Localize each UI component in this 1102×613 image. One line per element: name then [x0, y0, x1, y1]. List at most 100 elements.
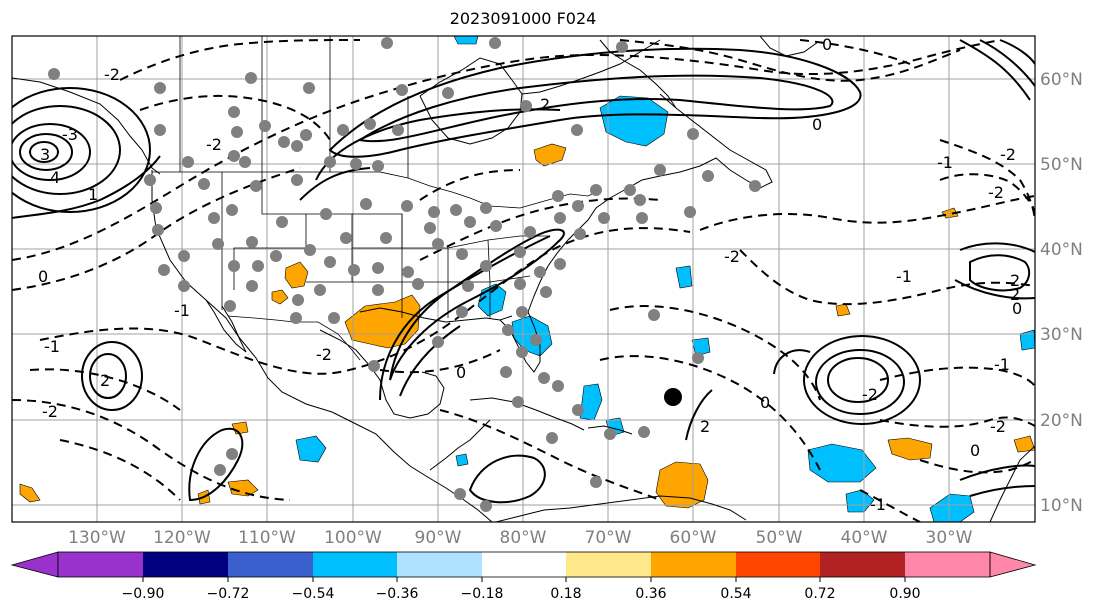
map-frame [11, 35, 1036, 523]
colorbar-tick-label: −0.54 [292, 586, 335, 602]
contour-label: 0 [456, 363, 466, 382]
shade-mexcoast [227, 479, 259, 497]
colorbar-bin [313, 552, 397, 577]
colorbar-tick-label: 0.54 [720, 586, 751, 602]
border-canada-prov [179, 36, 409, 178]
contour-labels: 0 -1 -2 -3 3 4 1 2 -1 -2 0 2 -2 0 -1 -2 … [38, 35, 1022, 514]
contour-label: 1 [88, 185, 98, 204]
contour-label: -2 [990, 417, 1006, 436]
lon-label: 100°W [324, 528, 382, 548]
coast-east [527, 187, 629, 313]
shade-atl4 [835, 303, 851, 317]
shade-azores [1019, 329, 1035, 351]
lat-label: 30°N [1040, 325, 1083, 345]
lon-label: 80°W [500, 528, 547, 548]
lon-label: 130°W [68, 528, 126, 548]
border-states-f [402, 247, 449, 283]
lat-label: 40°N [1040, 240, 1083, 260]
colorbar-bin [58, 552, 143, 577]
colorbar-ticks [142, 577, 906, 582]
coast-hudson [419, 39, 661, 97]
colorbar-tick-label: 0.18 [550, 586, 581, 602]
colorbar-bin [651, 552, 736, 577]
colorbar-bin [143, 552, 228, 577]
coast-gulf-mexico [319, 329, 445, 419]
lon-label: 110°W [238, 528, 296, 548]
storm-center-marker [664, 388, 682, 406]
contour-label: -2 [1000, 145, 1016, 164]
shade-quebec [599, 95, 669, 147]
lon-label: 40°W [841, 528, 888, 548]
colorbar-bin [736, 552, 820, 577]
contour-label: -2 [206, 135, 222, 154]
contour-label: -1 [870, 495, 886, 514]
shade-pacific [19, 483, 41, 503]
shade-eatl [929, 493, 975, 522]
lat-label: 10°N [1040, 496, 1083, 516]
colorbar-bin [905, 552, 990, 577]
lon-label: 50°W [756, 528, 803, 548]
contour-label: 0 [812, 115, 822, 134]
contour-label: 2 [100, 371, 110, 390]
coast-central [429, 419, 491, 471]
colorbar-tick-label: −0.18 [461, 586, 504, 602]
positive-contours [12, 39, 1035, 504]
contour-label: -3 [62, 125, 78, 144]
lon-label: 120°W [153, 528, 211, 548]
contour-label: 2 [1010, 285, 1020, 304]
shade-bahamas [675, 265, 693, 289]
contour-label: -2 [42, 402, 58, 421]
shade-ecar [845, 489, 875, 513]
station-dots [48, 37, 761, 512]
colorbar-bin [228, 552, 313, 577]
colorbar-extend-min [10, 551, 59, 578]
colorbar-tick-label: 0.36 [635, 586, 666, 602]
colorbar-tick-label: −0.90 [122, 586, 165, 602]
lon-label: 60°W [670, 528, 717, 548]
shade-newmexico [284, 261, 309, 289]
contour-label: 4 [50, 168, 60, 187]
colorbar-tick-label: 0.72 [804, 586, 835, 602]
colorbar-tick-label: −0.72 [207, 586, 250, 602]
colorbar: −0.90 −0.72 −0.54 −0.36 −0.18 0.18 0.36 … [10, 551, 1037, 602]
colorbar-extend-max [989, 551, 1037, 578]
colorbar-bin [820, 552, 905, 577]
contour-label: 0 [822, 35, 832, 54]
colorbar-bin [566, 552, 651, 577]
colorbar-tick-label: 0.90 [889, 586, 920, 602]
coast-baja [205, 299, 247, 353]
coastlines [12, 36, 1035, 522]
shade-central [295, 435, 327, 463]
contour-label: 2 [1010, 271, 1020, 290]
contour-label: -1 [174, 301, 190, 320]
contour-label: 0 [760, 393, 770, 412]
latitude-labels: 60°N 50°N 40°N 30°N 20°N 10°N [1040, 70, 1083, 516]
lon-label: 30°W [926, 528, 973, 548]
lat-label: 50°N [1040, 155, 1083, 175]
shade-arizona [271, 289, 289, 305]
contour-label: -1 [44, 337, 60, 356]
contour-label: -2 [724, 247, 740, 266]
coast-west [151, 170, 493, 522]
contour-label: 2 [540, 95, 550, 114]
shade-atl1 [887, 437, 933, 461]
contour-label: -2 [316, 345, 332, 364]
shade-atl3 [1013, 435, 1035, 453]
lon-label: 70°W [585, 528, 632, 548]
contour-label: -2 [862, 385, 878, 404]
coast-africa [989, 445, 1035, 522]
shade-gulf [455, 453, 469, 467]
shade-stlawrence [533, 143, 567, 167]
map-title: 2023091000 F024 [449, 9, 597, 28]
contour-label: 0 [1012, 299, 1022, 318]
lat-label: 20°N [1040, 411, 1083, 431]
colorbar-bin [397, 552, 482, 577]
shade-npac [691, 337, 711, 357]
colorbar-outline [57, 551, 991, 578]
longitude-labels: 130°W 120°W 110°W 100°W 90°W 80°W 70°W 6… [68, 528, 973, 548]
coast-hudson-bay [419, 93, 523, 145]
negative-contours [12, 39, 1035, 522]
lat-label: 60°N [1040, 70, 1083, 90]
coast-hispaniola [587, 425, 633, 435]
